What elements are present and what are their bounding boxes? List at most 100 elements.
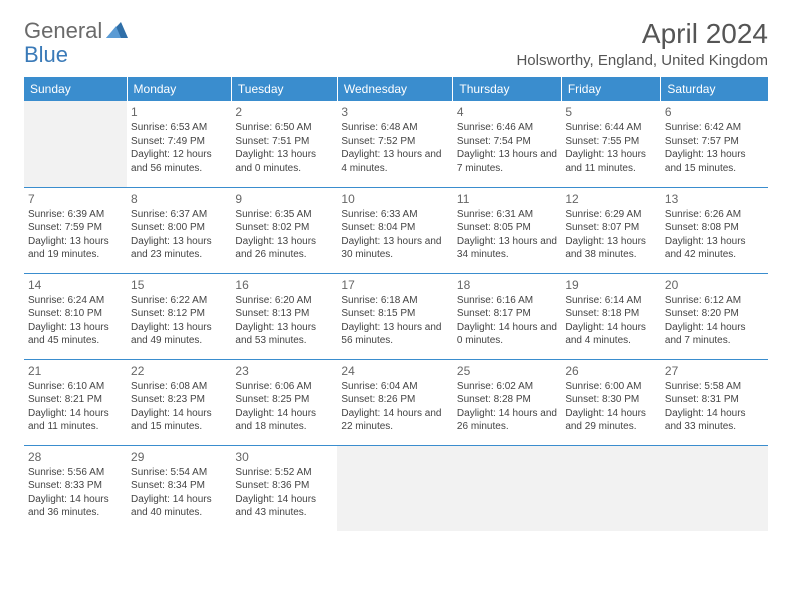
day-number: 13 <box>665 191 764 207</box>
sunrise-line: Sunrise: 6:33 AM <box>341 208 449 222</box>
sunrise-line: Sunrise: 5:58 AM <box>665 380 764 394</box>
day-number: 21 <box>28 363 123 379</box>
sunrise-line: Sunrise: 6:44 AM <box>565 121 657 135</box>
day-number: 2 <box>235 104 333 120</box>
calendar-cell: 3Sunrise: 6:48 AMSunset: 7:52 PMDaylight… <box>337 101 453 187</box>
day-number: 6 <box>665 104 764 120</box>
sunset-line: Sunset: 8:05 PM <box>457 221 557 235</box>
dow-friday: Friday <box>561 77 661 101</box>
dow-sunday: Sunday <box>24 77 127 101</box>
daylight-line: Daylight: 13 hours and 4 minutes. <box>341 148 449 175</box>
day-number: 27 <box>665 363 764 379</box>
day-number: 19 <box>565 277 657 293</box>
daylight-line: Daylight: 14 hours and 18 minutes. <box>235 407 333 434</box>
location: Holsworthy, England, United Kingdom <box>516 52 768 69</box>
sunset-line: Sunset: 8:26 PM <box>341 393 449 407</box>
calendar-cell: 6Sunrise: 6:42 AMSunset: 7:57 PMDaylight… <box>661 101 768 187</box>
daylight-line: Daylight: 13 hours and 45 minutes. <box>28 321 123 348</box>
sunrise-line: Sunrise: 6:16 AM <box>457 294 557 308</box>
sunset-line: Sunset: 8:36 PM <box>235 479 333 493</box>
day-number: 8 <box>131 191 227 207</box>
sunset-line: Sunset: 7:52 PM <box>341 135 449 149</box>
daylight-line: Daylight: 14 hours and 33 minutes. <box>665 407 764 434</box>
calendar-cell <box>337 445 453 531</box>
dow-wednesday: Wednesday <box>337 77 453 101</box>
sunset-line: Sunset: 8:02 PM <box>235 221 333 235</box>
calendar-cell: 29Sunrise: 5:54 AMSunset: 8:34 PMDayligh… <box>127 445 231 531</box>
daylight-line: Daylight: 13 hours and 19 minutes. <box>28 235 123 262</box>
calendar-cell: 27Sunrise: 5:58 AMSunset: 8:31 PMDayligh… <box>661 359 768 445</box>
sunset-line: Sunset: 8:30 PM <box>565 393 657 407</box>
calendar-cell <box>453 445 561 531</box>
daylight-line: Daylight: 13 hours and 0 minutes. <box>235 148 333 175</box>
calendar-cell: 16Sunrise: 6:20 AMSunset: 8:13 PMDayligh… <box>231 273 337 359</box>
calendar-cell: 13Sunrise: 6:26 AMSunset: 8:08 PMDayligh… <box>661 187 768 273</box>
day-number: 24 <box>341 363 449 379</box>
daylight-line: Daylight: 13 hours and 26 minutes. <box>235 235 333 262</box>
dow-saturday: Saturday <box>661 77 768 101</box>
daylight-line: Daylight: 14 hours and 22 minutes. <box>341 407 449 434</box>
day-number: 3 <box>341 104 449 120</box>
sunrise-line: Sunrise: 6:04 AM <box>341 380 449 394</box>
calendar-cell: 8Sunrise: 6:37 AMSunset: 8:00 PMDaylight… <box>127 187 231 273</box>
sunset-line: Sunset: 8:07 PM <box>565 221 657 235</box>
daylight-line: Daylight: 14 hours and 43 minutes. <box>235 493 333 520</box>
sunrise-line: Sunrise: 6:31 AM <box>457 208 557 222</box>
month-title: April 2024 <box>516 18 768 50</box>
daylight-line: Daylight: 14 hours and 15 minutes. <box>131 407 227 434</box>
calendar-cell <box>24 101 127 187</box>
sunset-line: Sunset: 8:04 PM <box>341 221 449 235</box>
day-number: 15 <box>131 277 227 293</box>
sunset-line: Sunset: 8:00 PM <box>131 221 227 235</box>
sunset-line: Sunset: 8:33 PM <box>28 479 123 493</box>
sunrise-line: Sunrise: 6:24 AM <box>28 294 123 308</box>
daylight-line: Daylight: 14 hours and 36 minutes. <box>28 493 123 520</box>
calendar-cell: 15Sunrise: 6:22 AMSunset: 8:12 PMDayligh… <box>127 273 231 359</box>
calendar-week-row: 7Sunrise: 6:39 AMSunset: 7:59 PMDaylight… <box>24 187 768 273</box>
title-block: April 2024 Holsworthy, England, United K… <box>516 18 768 69</box>
sunrise-line: Sunrise: 6:10 AM <box>28 380 123 394</box>
sunset-line: Sunset: 8:28 PM <box>457 393 557 407</box>
day-number: 28 <box>28 449 123 465</box>
day-number: 30 <box>235 449 333 465</box>
sunrise-line: Sunrise: 5:52 AM <box>235 466 333 480</box>
calendar-week-row: 1Sunrise: 6:53 AMSunset: 7:49 PMDaylight… <box>24 101 768 187</box>
header: General April 2024 Holsworthy, England, … <box>24 18 768 69</box>
daylight-line: Daylight: 14 hours and 4 minutes. <box>565 321 657 348</box>
sunrise-line: Sunrise: 6:08 AM <box>131 380 227 394</box>
sunset-line: Sunset: 8:15 PM <box>341 307 449 321</box>
sunrise-line: Sunrise: 6:00 AM <box>565 380 657 394</box>
calendar-cell: 12Sunrise: 6:29 AMSunset: 8:07 PMDayligh… <box>561 187 661 273</box>
day-number: 5 <box>565 104 657 120</box>
sunset-line: Sunset: 7:54 PM <box>457 135 557 149</box>
sunrise-line: Sunrise: 5:56 AM <box>28 466 123 480</box>
calendar-cell: 21Sunrise: 6:10 AMSunset: 8:21 PMDayligh… <box>24 359 127 445</box>
calendar-body: 1Sunrise: 6:53 AMSunset: 7:49 PMDaylight… <box>24 101 768 531</box>
sunrise-line: Sunrise: 6:22 AM <box>131 294 227 308</box>
day-number: 9 <box>235 191 333 207</box>
sunrise-line: Sunrise: 6:42 AM <box>665 121 764 135</box>
calendar-cell: 30Sunrise: 5:52 AMSunset: 8:36 PMDayligh… <box>231 445 337 531</box>
calendar-cell: 1Sunrise: 6:53 AMSunset: 7:49 PMDaylight… <box>127 101 231 187</box>
sunset-line: Sunset: 8:25 PM <box>235 393 333 407</box>
daylight-line: Daylight: 13 hours and 7 minutes. <box>457 148 557 175</box>
day-number: 14 <box>28 277 123 293</box>
calendar-cell <box>661 445 768 531</box>
calendar-cell <box>561 445 661 531</box>
calendar-week-row: 14Sunrise: 6:24 AMSunset: 8:10 PMDayligh… <box>24 273 768 359</box>
logo: General <box>24 18 130 44</box>
day-number: 20 <box>665 277 764 293</box>
calendar-header-row: Sunday Monday Tuesday Wednesday Thursday… <box>24 77 768 101</box>
calendar-cell: 2Sunrise: 6:50 AMSunset: 7:51 PMDaylight… <box>231 101 337 187</box>
sunrise-line: Sunrise: 6:20 AM <box>235 294 333 308</box>
calendar-week-row: 28Sunrise: 5:56 AMSunset: 8:33 PMDayligh… <box>24 445 768 531</box>
calendar-cell: 7Sunrise: 6:39 AMSunset: 7:59 PMDaylight… <box>24 187 127 273</box>
sunset-line: Sunset: 8:31 PM <box>665 393 764 407</box>
calendar-cell: 17Sunrise: 6:18 AMSunset: 8:15 PMDayligh… <box>337 273 453 359</box>
calendar-cell: 26Sunrise: 6:00 AMSunset: 8:30 PMDayligh… <box>561 359 661 445</box>
daylight-line: Daylight: 13 hours and 42 minutes. <box>665 235 764 262</box>
day-number: 16 <box>235 277 333 293</box>
daylight-line: Daylight: 13 hours and 30 minutes. <box>341 235 449 262</box>
sunset-line: Sunset: 8:17 PM <box>457 307 557 321</box>
calendar-table: Sunday Monday Tuesday Wednesday Thursday… <box>24 77 768 531</box>
